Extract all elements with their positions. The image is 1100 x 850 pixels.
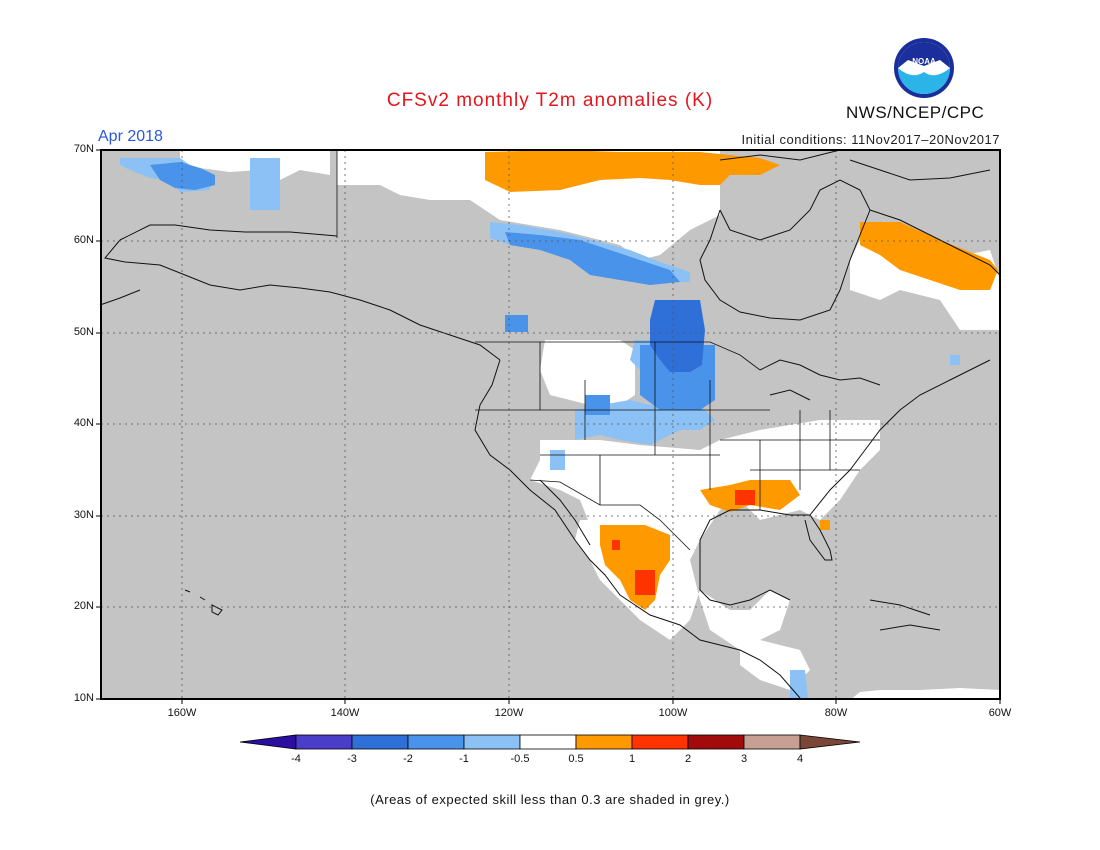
lat-label: 70N: [73, 143, 94, 155]
colorbar: [239, 734, 861, 750]
colorbar-label: -3: [347, 753, 357, 765]
colorbar-bin: [407, 734, 465, 750]
lon-label: 120W: [494, 707, 524, 719]
colorbar-label: 0.5: [568, 753, 584, 765]
colorbar-bin: [575, 734, 633, 750]
agency-label: NWS/NCEP/CPC: [846, 103, 985, 122]
lat-label: 30N: [73, 509, 94, 521]
colorbar-left-arrow: [239, 734, 297, 750]
lat-label: 10N: [73, 692, 94, 704]
colorbar-label: -0.5: [510, 753, 530, 765]
lat-label: 40N: [73, 417, 94, 429]
colorbar-bin: [351, 734, 409, 750]
colorbar-label: -4: [291, 753, 301, 765]
map-title: CFSv2 monthly T2m anomalies (K): [386, 90, 714, 111]
lon-label: 160W: [167, 707, 197, 719]
colorbar-bin: [743, 734, 801, 750]
lat-lon-grid: [101, 150, 1000, 699]
colorbar-bin: [631, 734, 689, 750]
political-borders: [336, 150, 880, 551]
coastlines: [99, 149, 1001, 699]
colorbar-label: 3: [740, 753, 748, 765]
cold-strong-anomaly-regions: [650, 300, 705, 372]
skill-footnote: (Areas of expected skill less than 0.3 a…: [370, 792, 730, 807]
initial-conditions: Initial conditions: 11Nov2017–20Nov2017: [741, 132, 1000, 147]
axis-ticks: [96, 149, 1001, 704]
lat-label: 20N: [73, 600, 94, 612]
colorbar-bin: [295, 734, 353, 750]
colorbar-label: 2: [684, 753, 692, 765]
forecast-period: Apr 2018: [98, 128, 163, 145]
colorbar-bin: [687, 734, 745, 750]
colorbar-label: -1: [459, 753, 469, 765]
colorbar-label: 4: [796, 753, 804, 765]
warmer-anomaly-regions: [612, 490, 755, 595]
lat-label: 50N: [73, 326, 94, 338]
noaa-logo-text: NOAA: [912, 57, 936, 66]
lon-label: 80W: [824, 707, 848, 719]
colorbar-bin: [463, 734, 521, 750]
colorbar-label: -2: [403, 753, 413, 765]
colorbar-right-arrow: [799, 734, 861, 750]
lon-label: 100W: [658, 707, 688, 719]
colorbar-label: 1: [628, 753, 636, 765]
lon-label: 140W: [330, 707, 360, 719]
lat-label: 60N: [73, 234, 94, 246]
colorbar-bin: [519, 734, 577, 750]
lon-label: 60W: [988, 707, 1012, 719]
noaa-logo: NOAA: [894, 38, 954, 98]
